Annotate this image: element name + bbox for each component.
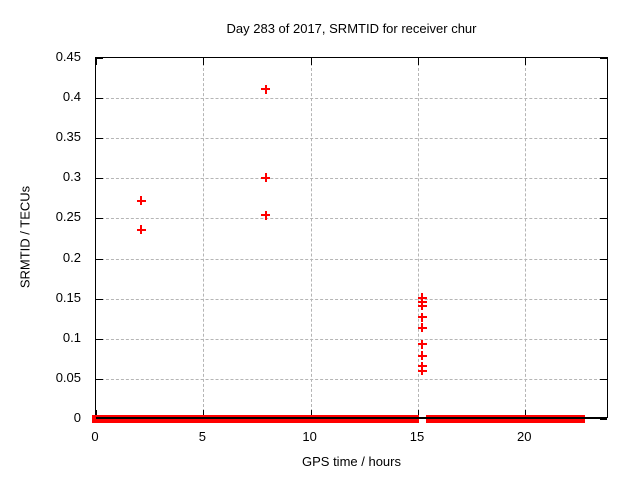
data-point-marker <box>417 301 427 311</box>
y-tick-label: 0.45 <box>55 49 81 64</box>
y-tick-mark <box>600 58 607 59</box>
data-point-marker <box>417 323 427 333</box>
chart-title: Day 283 of 2017, SRMTID for receiver chu… <box>226 21 477 36</box>
grid-line-horizontal <box>96 298 607 300</box>
grid-line-horizontal <box>96 178 607 180</box>
x-tick-label: 20 <box>517 429 532 444</box>
x-tick-mark <box>417 58 419 65</box>
x-tick-mark <box>96 410 97 417</box>
y-tick-mark <box>600 298 607 300</box>
data-point-marker <box>136 196 146 206</box>
y-tick-mark <box>600 138 607 140</box>
grid-line-vertical <box>310 58 312 417</box>
y-tick-label: 0 <box>73 410 81 425</box>
x-tick-mark <box>525 58 527 65</box>
data-point-marker <box>417 366 427 376</box>
y-tick-label: 0.15 <box>55 289 81 305</box>
y-tick-label: 0.35 <box>55 129 81 145</box>
grid-line-vertical <box>203 58 205 417</box>
grid-line-horizontal <box>96 98 607 100</box>
grid-line-horizontal <box>96 218 607 220</box>
y-tick-label: 0.3 <box>62 169 81 185</box>
y-tick-mark <box>96 298 103 300</box>
x-axis-line <box>96 417 607 419</box>
x-tick-label: 5 <box>198 429 206 444</box>
data-point-marker <box>417 312 427 322</box>
y-tick-label: 0.2 <box>62 249 81 265</box>
y-tick-mark <box>96 338 103 340</box>
y-tick-mark <box>600 419 607 420</box>
grid-line-vertical <box>417 58 419 417</box>
x-tick-label: 10 <box>302 429 317 444</box>
data-point-marker <box>136 225 146 235</box>
x-tick-mark <box>310 58 312 65</box>
x-tick-mark <box>96 58 97 65</box>
y-tick-mark <box>96 258 103 260</box>
zero-value-point-band <box>425 415 586 423</box>
data-point-marker <box>261 84 271 94</box>
grid-line-horizontal <box>96 338 607 340</box>
x-tick-mark <box>203 58 205 65</box>
y-tick-label: 0.25 <box>55 209 81 225</box>
y-tick-mark <box>96 378 103 380</box>
x-tick-mark <box>525 410 527 417</box>
data-point-marker <box>261 173 271 183</box>
grid-line-horizontal <box>96 378 607 380</box>
y-tick-mark <box>96 218 103 220</box>
plot-area <box>92 57 608 423</box>
x-tick-label: 0 <box>91 429 99 444</box>
x-axis-title: GPS time / hours <box>302 454 401 469</box>
y-tick-mark <box>96 98 103 100</box>
y-tick-mark <box>96 138 103 140</box>
x-tick-mark <box>310 410 312 417</box>
y-tick-mark <box>600 98 607 100</box>
zero-value-point-band <box>92 415 420 423</box>
y-tick-label: 0.4 <box>62 89 81 105</box>
x-tick-mark <box>203 410 205 417</box>
y-tick-mark <box>600 378 607 380</box>
data-point-marker <box>417 351 427 361</box>
y-tick-mark <box>96 178 103 180</box>
y-tick-mark <box>600 258 607 260</box>
x-tick-mark <box>417 410 419 417</box>
y-tick-label: 0.1 <box>62 329 81 345</box>
y-tick-label: 0.05 <box>55 369 81 385</box>
x-tick-label: 15 <box>409 429 425 444</box>
grid-line-horizontal <box>96 258 607 260</box>
data-point-marker <box>417 361 427 371</box>
y-tick-mark <box>600 218 607 220</box>
y-tick-mark <box>600 338 607 340</box>
grid-line-horizontal <box>96 138 607 140</box>
y-axis-title: SRMTID / TECUs <box>17 185 33 289</box>
data-point-marker <box>417 339 427 349</box>
y-tick-mark <box>600 178 607 180</box>
data-point-marker <box>261 210 271 220</box>
y-tick-mark <box>96 58 103 59</box>
grid-line-vertical <box>525 58 527 417</box>
